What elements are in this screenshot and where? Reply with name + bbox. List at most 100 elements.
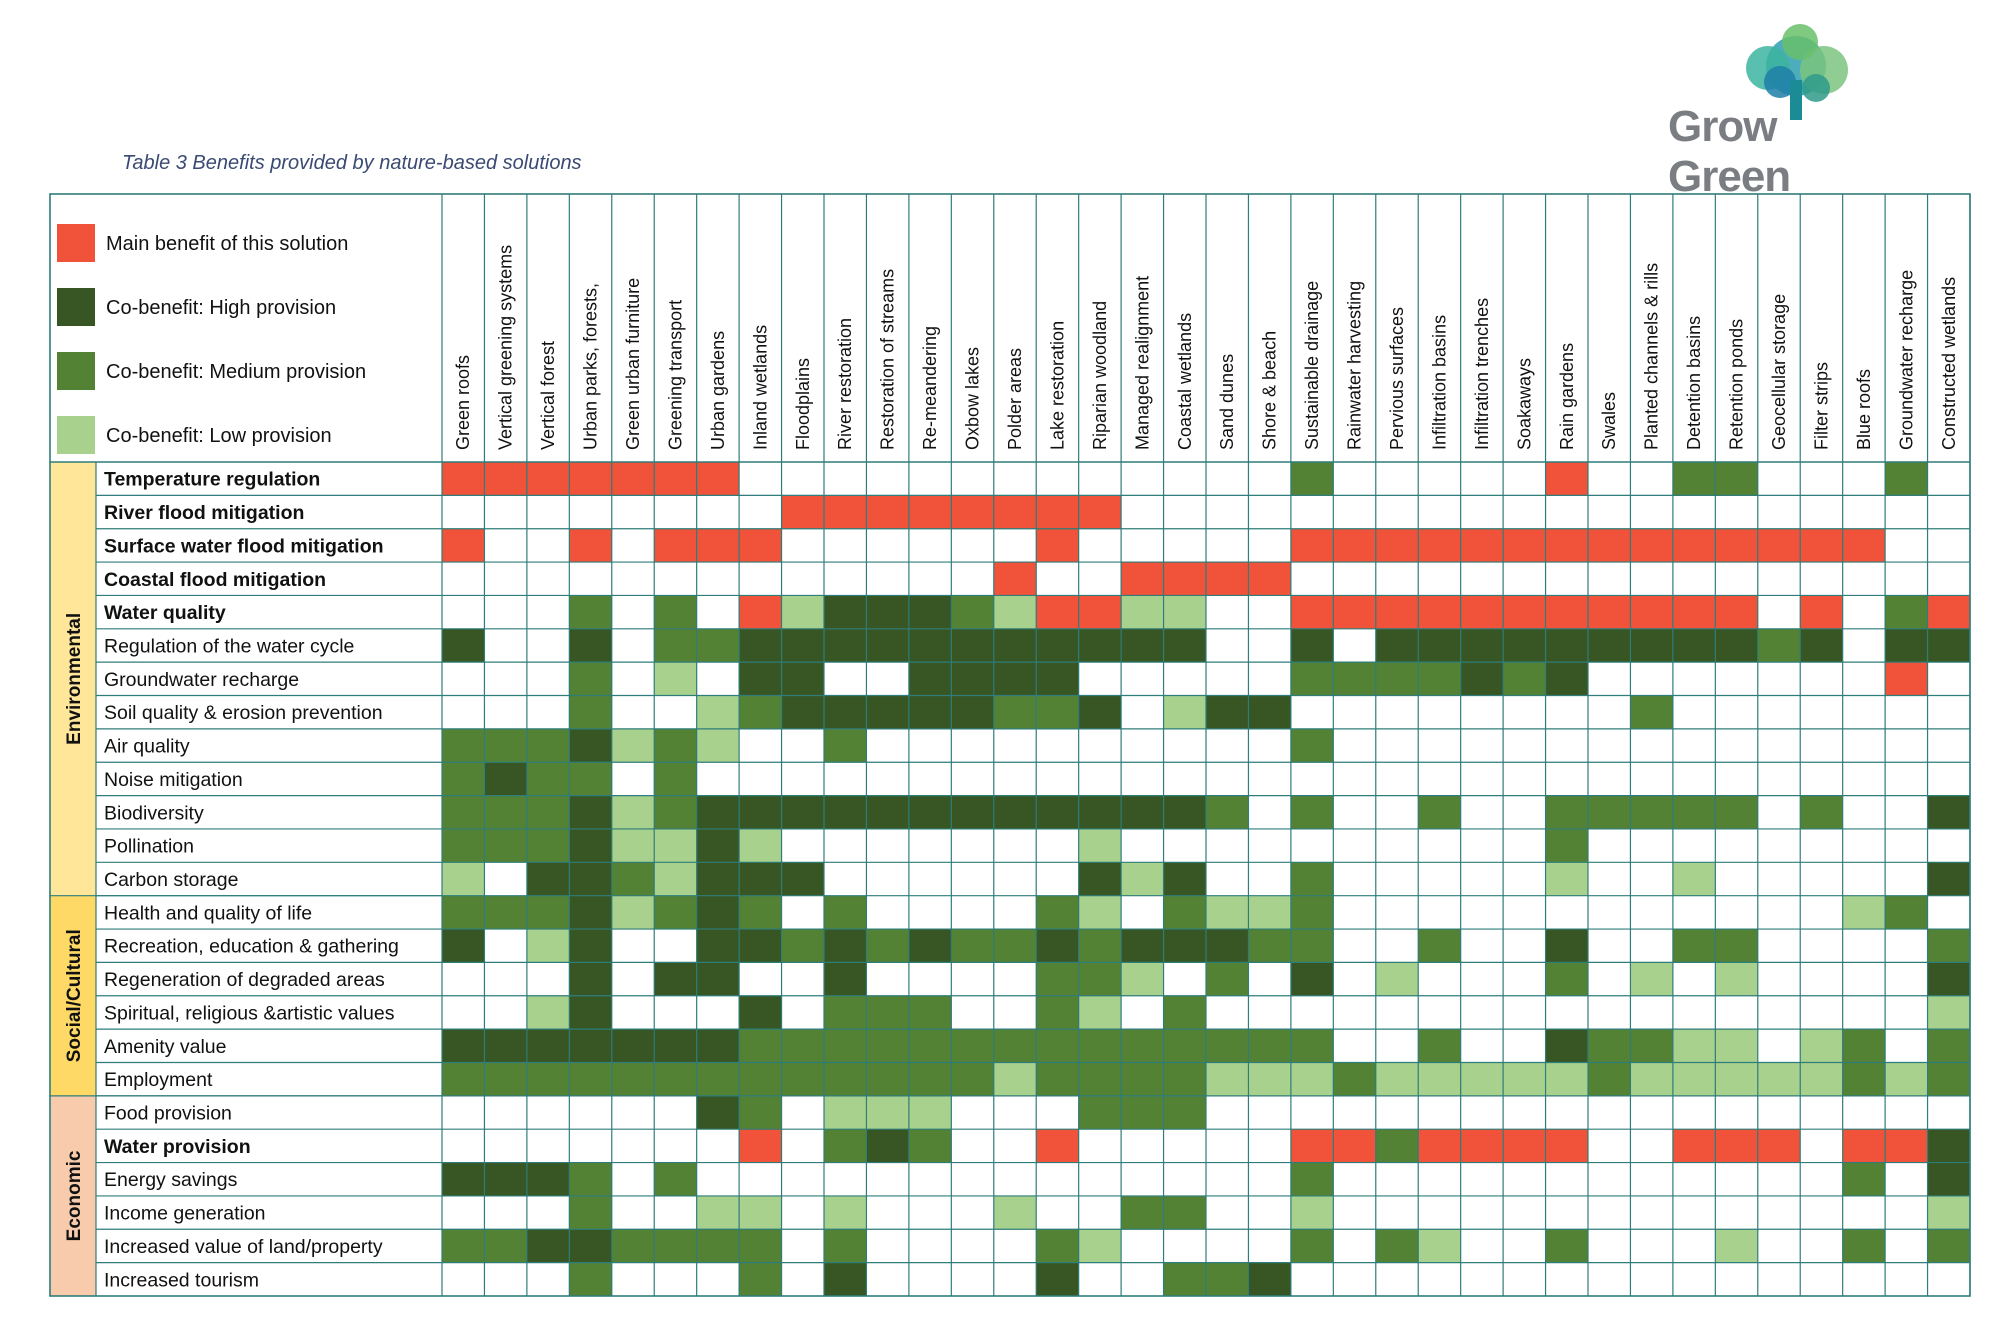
column-header: Rainwater harvesting: [1345, 281, 1365, 450]
column-header: Geocellular storage: [1769, 294, 1789, 450]
benefit-cell: [526, 895, 570, 930]
benefit-cell: [993, 562, 1037, 596]
benefit-cell: [569, 762, 612, 796]
benefit-cell: [781, 795, 824, 829]
benefit-cell: [1248, 895, 1291, 930]
benefit-cell: [611, 728, 655, 763]
benefit-cell: [696, 1095, 740, 1130]
column-header: Green roofs: [453, 355, 473, 450]
benefit-cell: [1715, 628, 1758, 663]
benefit-cell: [611, 895, 655, 930]
benefit-cell: [654, 1162, 697, 1196]
benefit-cell: [951, 495, 994, 529]
benefit-cell: [1545, 1229, 1588, 1263]
benefit-cell: [739, 929, 782, 963]
benefit-cell: [1375, 595, 1419, 629]
benefit-cell: [866, 1029, 909, 1063]
benefit-cell: [866, 995, 909, 1030]
benefit-cell: [1290, 528, 1334, 563]
benefit-cell: [1036, 595, 1079, 629]
benefit-cell: [569, 462, 612, 496]
benefit-cell: [1885, 595, 1928, 629]
benefit-cell: [1248, 695, 1291, 729]
benefit-cell: [569, 628, 612, 663]
benefit-cell: [1163, 895, 1206, 930]
benefit-cell: [654, 662, 697, 696]
grow-green-logo: Grow Green: [1668, 20, 1928, 201]
benefit-cell: [1121, 595, 1164, 629]
benefit-cell: [993, 795, 1037, 829]
benefit-cell: [1503, 595, 1546, 629]
benefit-cell: [1545, 795, 1588, 829]
row-label: Spiritual, religious &artistic values: [104, 1002, 395, 1024]
benefit-cell: [739, 995, 782, 1030]
benefit-cell: [696, 962, 740, 996]
benefit-cell: [1503, 662, 1546, 696]
benefit-cell: [1036, 662, 1079, 696]
benefit-cell: [526, 728, 570, 763]
column-header: Managed realignment: [1132, 276, 1152, 450]
row-label: Groundwater recharge: [104, 669, 299, 691]
benefit-cell: [1800, 795, 1843, 829]
benefit-cell: [1206, 1029, 1249, 1063]
benefit-cell: [1460, 528, 1504, 563]
benefit-cell: [1885, 1129, 1928, 1163]
benefit-cell: [866, 595, 909, 629]
benefit-cell: [696, 1195, 740, 1230]
benefit-cell: [1333, 662, 1376, 696]
benefit-cell: [1036, 929, 1079, 963]
row-label: Pollination: [104, 836, 194, 858]
benefit-cell: [1290, 862, 1334, 896]
benefit-cell: [654, 1029, 697, 1063]
benefit-cell: [1800, 595, 1843, 629]
benefit-cell: [1078, 628, 1122, 663]
benefit-cell: [739, 862, 782, 896]
benefit-cell: [1545, 628, 1588, 663]
benefit-cell: [866, 795, 909, 829]
benefit-cell: [654, 462, 697, 496]
benefit-cell: [526, 828, 570, 863]
benefit-cell: [739, 1095, 782, 1130]
benefit-cell: [1418, 795, 1461, 829]
benefit-cell: [993, 628, 1037, 663]
benefit-cell: [781, 1062, 824, 1096]
benefit-cell: [866, 695, 909, 729]
benefit-cell: [1460, 628, 1504, 663]
column-header: Filter strips: [1811, 362, 1831, 450]
benefit-cell: [484, 462, 527, 496]
benefit-cell: [442, 762, 485, 796]
benefit-cell: [993, 695, 1037, 729]
column-header: Vertical greening systems: [496, 245, 516, 450]
benefit-cell: [526, 862, 570, 896]
benefit-cell: [1036, 995, 1079, 1030]
column-header: Blue roofs: [1854, 369, 1874, 450]
benefit-cell: [1078, 1062, 1122, 1096]
benefit-cell: [824, 995, 867, 1030]
row-label: Surface water flood mitigation: [104, 535, 384, 557]
benefit-cell: [1375, 628, 1419, 663]
benefit-cell: [442, 728, 485, 763]
benefit-cell: [1036, 695, 1079, 729]
benefit-cell: [739, 528, 782, 563]
benefit-cell: [569, 895, 612, 930]
benefit-cell: [1163, 995, 1206, 1030]
benefit-cell: [1078, 962, 1122, 996]
benefit-cell: [866, 929, 909, 963]
benefit-cell: [611, 795, 655, 829]
benefit-cell: [1460, 1129, 1504, 1163]
benefit-cell: [654, 1062, 697, 1096]
benefit-cell: [739, 662, 782, 696]
benefit-cell: [1121, 962, 1164, 996]
benefit-cell: [569, 1062, 612, 1096]
benefit-cell: [1842, 1029, 1886, 1063]
benefit-cell: [569, 662, 612, 696]
benefit-cell: [569, 995, 612, 1030]
benefit-cell: [569, 528, 612, 563]
benefit-cell: [824, 1095, 867, 1130]
row-label: Regulation of the water cycle: [104, 635, 354, 657]
benefit-cell: [526, 462, 570, 496]
benefit-cell: [739, 1262, 782, 1296]
benefit-cell: [739, 1129, 782, 1163]
benefit-cell: [1290, 1162, 1334, 1196]
benefit-cell: [442, 795, 485, 829]
